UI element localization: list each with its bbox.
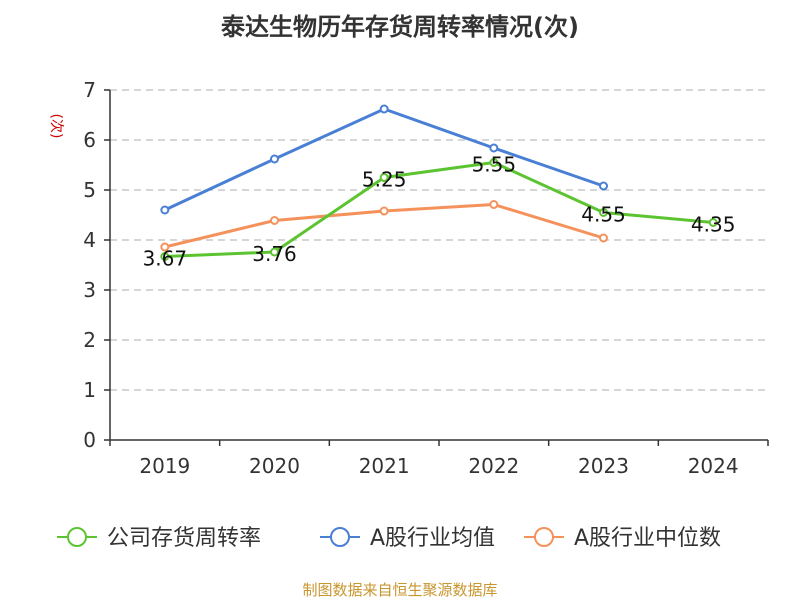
y-tick-label: 5 xyxy=(83,178,96,202)
x-tick-label: 2022 xyxy=(468,454,519,478)
legend[interactable]: 公司存货周转率 A股行业均值 A股行业中位数 xyxy=(57,526,721,551)
legend-item[interactable]: A股行业中位数 xyxy=(524,526,721,551)
data-label: 4.55 xyxy=(581,203,626,227)
data-labels: 3.67 3.76 5.25 5.55 4.55 4.35 xyxy=(143,153,736,271)
y-tick-label: 1 xyxy=(83,378,96,402)
y-tick-label: 7 xyxy=(83,78,96,102)
legend-swatch-marker xyxy=(67,527,87,547)
data-point xyxy=(708,218,718,227)
x-tick-label: 2023 xyxy=(578,454,629,478)
chart-title: 泰达生物历年存货周转率情况(次) xyxy=(221,13,579,41)
legend-item[interactable]: 公司存货周转率 xyxy=(57,526,261,551)
data-label: 3.67 xyxy=(143,247,188,271)
y-tick-label: 0 xyxy=(83,428,96,452)
x-tick-label: 2024 xyxy=(688,454,739,478)
data-label: 5.25 xyxy=(362,168,407,192)
legend-label: 公司存货周转率 xyxy=(107,526,261,551)
x-tick-label: 2019 xyxy=(139,454,190,478)
data-point xyxy=(379,104,389,114)
data-label: 5.55 xyxy=(472,153,517,177)
data-point xyxy=(489,143,499,153)
y-tick-label: 2 xyxy=(83,328,96,352)
x-tick-label: 2020 xyxy=(249,454,300,478)
series-lines xyxy=(160,104,718,261)
grid-lines xyxy=(110,89,768,391)
legend-swatch-marker xyxy=(330,527,350,547)
data-point xyxy=(270,154,279,164)
data-point xyxy=(599,208,608,217)
data-point xyxy=(599,233,608,243)
data-point xyxy=(160,205,170,215)
y-tick-label: 6 xyxy=(83,128,96,152)
y-tick-label: 3 xyxy=(83,278,96,302)
y-tick-label: 4 xyxy=(83,228,96,252)
data-point xyxy=(160,242,170,252)
legend-swatch-marker xyxy=(534,527,554,547)
data-label: 4.35 xyxy=(691,213,736,237)
data-point xyxy=(270,216,279,225)
data-point xyxy=(599,181,608,191)
data-point xyxy=(379,206,389,216)
legend-item[interactable]: A股行业均值 xyxy=(320,526,495,551)
data-point xyxy=(379,173,389,182)
legend-label: A股行业中位数 xyxy=(574,526,721,551)
legend-label: A股行业均值 xyxy=(370,526,495,551)
series-line xyxy=(164,161,714,258)
y-axis-label: (次) xyxy=(48,114,64,139)
data-point xyxy=(489,200,499,209)
data-point xyxy=(489,158,499,167)
source-note: 制图数据来自恒生聚源数据库 xyxy=(302,581,497,599)
series-line xyxy=(164,107,604,212)
data-label: 3.76 xyxy=(252,242,297,266)
axes: 0 1 2 3 4 5 6 7 2019 2020 2021 2022 2023 2024 xyxy=(83,78,769,478)
x-tick-label: 2021 xyxy=(359,454,410,478)
data-point xyxy=(270,247,279,257)
data-point xyxy=(160,252,170,261)
